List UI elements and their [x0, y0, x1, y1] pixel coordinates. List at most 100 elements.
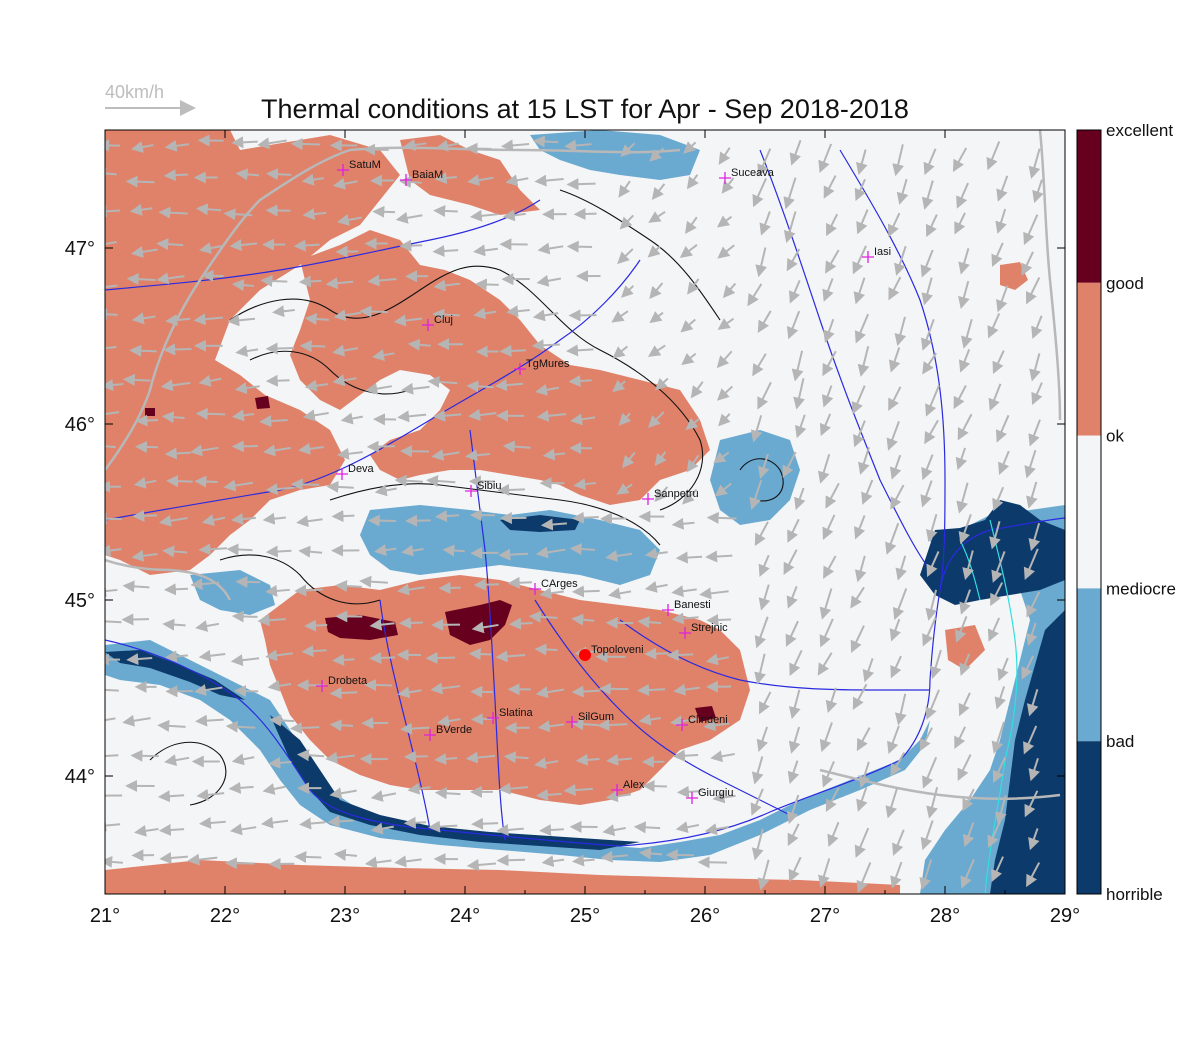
- x-tick-label: 27°: [810, 905, 840, 927]
- x-tick-label: 26°: [690, 905, 720, 927]
- city-label: Alex: [623, 779, 645, 791]
- wind-arrow: [270, 380, 290, 381]
- wind-arrow: [648, 653, 668, 654]
- wind-arrow: [93, 755, 118, 756]
- city-label: Sibiu: [477, 480, 501, 492]
- wind-scale: 40km/h: [105, 82, 192, 108]
- wind-arrow: [238, 691, 258, 692]
- wind-arrow: [140, 420, 159, 421]
- city-label: Sanpetru: [654, 488, 699, 500]
- wind-arrow: [303, 281, 322, 282]
- colorbar-segment: [1077, 741, 1101, 894]
- wind-arrow: [97, 621, 122, 622]
- wind-arrow: [709, 556, 732, 557]
- wind-arrow: [371, 446, 395, 447]
- city-label: Strejnic: [691, 622, 728, 634]
- city-label: SilGum: [578, 711, 614, 723]
- colorbar-label: good: [1106, 274, 1144, 293]
- wind-arrow: [334, 725, 354, 726]
- wind-arrow: [470, 386, 493, 387]
- wind-arrow: [373, 657, 395, 658]
- wind-arrow: [641, 689, 665, 690]
- wind-arrow: [270, 348, 295, 349]
- wind-arrow: [572, 380, 591, 381]
- wind-arrow: [364, 311, 388, 312]
- wind-arrow: [298, 857, 321, 858]
- wind-arrow: [134, 756, 158, 757]
- wind-arrow: [270, 551, 292, 552]
- wind-arrow: [578, 214, 597, 215]
- wind-arrow: [638, 827, 660, 828]
- wind-arrow: [574, 549, 595, 550]
- colorbar-segment: [1077, 130, 1101, 283]
- y-tick-label: 45°: [65, 590, 95, 612]
- colorbar-label: ok: [1106, 427, 1124, 446]
- wind-arrow: [408, 756, 428, 757]
- wind-arrow: [504, 350, 526, 351]
- wind-arrow: [399, 480, 423, 481]
- wind-arrow: [305, 650, 326, 651]
- wind-arrow: [570, 184, 595, 185]
- wind-arrow: [133, 350, 157, 351]
- wind-arrow: [136, 515, 157, 516]
- wind-arrow: [270, 174, 291, 175]
- wind-arrow: [536, 344, 560, 345]
- wind-arrow: [168, 175, 188, 176]
- wind-arrow: [711, 518, 737, 519]
- wind-arrow: [475, 719, 494, 720]
- wind-arrow: [339, 586, 362, 587]
- wind-arrow: [680, 557, 702, 558]
- city-label: Slatina: [499, 707, 534, 719]
- wind-arrow: [99, 314, 118, 315]
- x-tick-label: 25°: [570, 905, 600, 927]
- wind-arrow: [537, 141, 559, 142]
- wind-arrow: [298, 245, 320, 246]
- city-label: Cluj: [434, 314, 453, 326]
- city-label: Topoloveni: [591, 644, 644, 656]
- wind-arrow: [99, 211, 120, 212]
- city-label: BVerde: [436, 724, 472, 736]
- wind-arrow: [403, 623, 423, 624]
- city-label: CArges: [541, 578, 578, 590]
- wind-arrow: [436, 250, 458, 251]
- wind-arrow: [298, 590, 322, 591]
- wind-arrow: [601, 724, 627, 725]
- y-tick-label: 46°: [65, 414, 95, 436]
- wind-arrow: [446, 550, 464, 551]
- highlight-dot: [579, 649, 591, 661]
- wind-arrow: [200, 414, 226, 415]
- wind-arrow: [202, 548, 226, 549]
- wind-arrow: [538, 649, 557, 650]
- wind-arrow: [162, 212, 187, 213]
- city-label: Iasi: [874, 246, 891, 258]
- wind-arrow: [130, 181, 155, 182]
- wind-arrow: [336, 659, 354, 660]
- wind-arrow: [437, 211, 458, 212]
- y-tick-label: 47°: [65, 238, 95, 260]
- colorbar-label: mediocre: [1106, 579, 1176, 598]
- colorbar-segment: [1077, 588, 1101, 741]
- wind-arrow: [170, 481, 193, 482]
- colorbar-label: horrible: [1106, 885, 1163, 904]
- city-label: Suceava: [731, 167, 775, 179]
- wind-arrow: [473, 654, 492, 655]
- wind-arrow: [475, 823, 498, 824]
- city-label: SatuM: [349, 159, 381, 171]
- colorbar-label: excellent: [1106, 121, 1173, 140]
- wind-scale-label: 40km/h: [105, 82, 164, 102]
- wind-arrow: [163, 829, 184, 830]
- city-label: Banesti: [674, 599, 711, 611]
- wind-arrow: [408, 822, 426, 823]
- x-tick-label: 23°: [330, 905, 360, 927]
- wind-arrow: [501, 489, 525, 490]
- wind-arrow: [231, 549, 253, 550]
- wind-arrow: [334, 692, 358, 693]
- wind-arrow: [235, 142, 257, 143]
- city-label: Drobeta: [328, 675, 368, 687]
- wind-arrow: [677, 755, 698, 756]
- wind-arrow: [330, 487, 353, 488]
- wind-arrow: [308, 625, 327, 626]
- wind-arrow: [127, 379, 151, 380]
- wind-arrow: [500, 860, 524, 861]
